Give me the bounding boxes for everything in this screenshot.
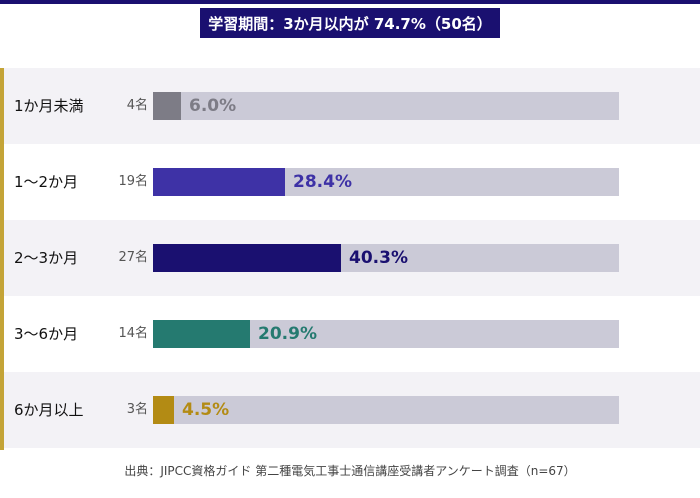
category-label: 2〜3か月 — [14, 249, 79, 267]
value-label: 4.5% — [182, 400, 230, 420]
accent-line — [0, 68, 4, 450]
category-label: 3〜6か月 — [14, 325, 79, 343]
value-label: 28.4% — [293, 172, 352, 192]
value-label: 20.9% — [258, 324, 317, 344]
value-label: 40.3% — [349, 248, 408, 268]
count-label: 3名 — [126, 402, 148, 417]
count-label: 27名 — [118, 250, 148, 265]
bar-track: 40.3% — [153, 244, 619, 272]
bar — [153, 244, 341, 272]
category-label: 6か月以上 — [14, 401, 84, 419]
count-label: 19名 — [118, 174, 148, 189]
bar — [153, 320, 250, 348]
summary-banner: 学習期間：3か月以内が 74.7%（50名） — [200, 8, 500, 38]
bar-row: 6か月以上 3名 4.5% — [4, 372, 700, 448]
bar-row: 1〜2か月 19名 28.4% — [4, 144, 700, 220]
bar-track: 6.0% — [153, 92, 619, 120]
top-border — [0, 0, 700, 4]
bar-row: 3〜6か月 14名 20.9% — [4, 296, 700, 372]
count-label: 4名 — [126, 98, 148, 113]
bar-track: 20.9% — [153, 320, 619, 348]
bar-track: 28.4% — [153, 168, 619, 196]
category-label: 1〜2か月 — [14, 173, 79, 191]
bar-row: 2〜3か月 27名 40.3% — [4, 220, 700, 296]
bar — [153, 396, 174, 424]
count-label: 14名 — [118, 326, 148, 341]
bar-track: 4.5% — [153, 396, 619, 424]
bar-row: 1か月未満 4名 6.0% — [4, 68, 700, 144]
bar — [153, 168, 285, 196]
source-note: 出典：JIPCC資格ガイド 第二種電気工事士通信講座受講者アンケート調査（n=6… — [124, 464, 576, 478]
value-label: 6.0% — [189, 96, 237, 116]
bar — [153, 92, 181, 120]
category-label: 1か月未満 — [14, 97, 84, 115]
